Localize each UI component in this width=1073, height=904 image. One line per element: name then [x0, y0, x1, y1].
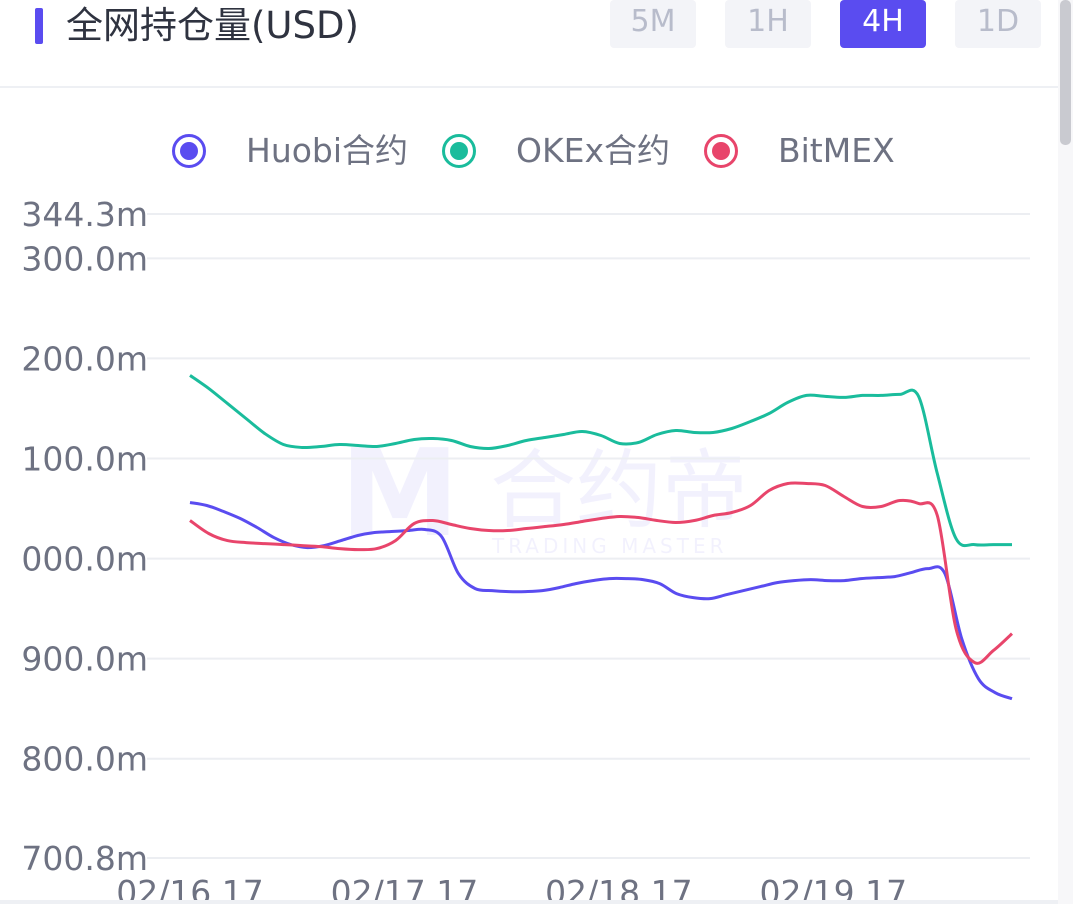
watermark: M 合约帝 TRADING MASTER: [340, 425, 748, 564]
x-axis-labels: 02/16 17 02/17 17 02/18 17 02/19 17: [116, 873, 907, 904]
x-tick-label: 02/17 17: [331, 873, 479, 904]
legend-marker-bitmex: [704, 134, 738, 168]
y-tick-label: 200.0m: [21, 339, 148, 378]
chart-header: 全网持仓量(USD) 5M 1H 4H 1D: [0, 0, 1058, 88]
series-line-bitmex: [189, 481, 1014, 665]
watermark-subtext: TRADING MASTER: [491, 534, 727, 558]
legend-marker-huobi: [172, 134, 206, 168]
page-title: 全网持仓量(USD): [66, 4, 359, 47]
legend-label-huobi: Huobi合约: [246, 131, 409, 170]
series-line-huobi: [189, 501, 1013, 701]
y-tick-label: 344.3m: [21, 195, 148, 234]
bottom-divider: [0, 900, 1058, 904]
y-axis-labels: 344.3m 300.0m 200.0m 100.0m 000.0m 900.0m 800.…: [21, 195, 148, 878]
tab-4h[interactable]: 4H: [840, 0, 926, 48]
y-tick-label: 300.0m: [21, 239, 148, 278]
watermark-logo-icon: M: [340, 425, 459, 564]
tab-1h[interactable]: 1H: [725, 0, 811, 48]
legend-label-bitmex: BitMEX: [778, 131, 895, 170]
legend-marker-okex: [442, 134, 476, 168]
series-line-okex: [189, 374, 1012, 548]
y-tick-label: 000.0m: [21, 540, 148, 579]
y-tick-label: 700.8m: [21, 839, 148, 878]
y-tick-label: 100.0m: [21, 439, 148, 478]
scrollbar-thumb[interactable]: [1060, 0, 1071, 145]
x-tick-label: 02/19 17: [760, 873, 908, 904]
x-tick-label: 02/16 17: [116, 873, 264, 904]
watermark-text: 合约帝: [490, 441, 748, 541]
tab-1d[interactable]: 1D: [955, 0, 1041, 48]
tab-5m[interactable]: 5M: [610, 0, 696, 48]
y-tick-label: 800.0m: [21, 740, 148, 779]
title-accent-bar: [35, 8, 43, 44]
legend-label-okex: OKEx合约: [516, 131, 670, 170]
scrollbar-track[interactable]: [1058, 0, 1073, 904]
series-lines: [189, 374, 1014, 701]
y-tick-label: 900.0m: [21, 640, 148, 679]
x-tick-label: 02/18 17: [545, 873, 693, 904]
grid-lines: [147, 213, 1030, 859]
